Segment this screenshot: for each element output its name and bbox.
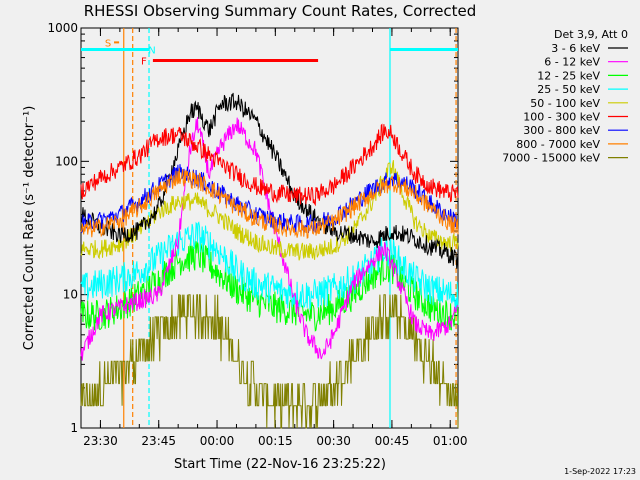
y-tick-label: 1000 [47,21,78,35]
x-tick-label: 23:30 [83,434,118,448]
series-layer [80,92,459,429]
y-tick-label: 100 [55,154,78,168]
x-tick-label: 00:15 [258,434,293,448]
legend-entry-label: 7000 - 15000 keV [502,152,600,165]
legend-entry-label: 6 - 12 keV [544,56,600,69]
series-line-7 [80,168,459,239]
series-line-6 [80,164,459,234]
x-tick-label: 00:45 [375,434,410,448]
y-axis-label: Corrected Count Rate (s⁻¹ detector⁻¹) [22,106,37,351]
x-tick-label: 23:45 [141,434,176,448]
series-line-1 [80,117,459,361]
x-tick-label: 00:00 [200,434,235,448]
series-line-0 [80,92,459,269]
x-tick-label: 00:30 [316,434,351,448]
annotation-label-F: F [141,57,147,68]
series-line-3 [80,221,459,310]
date-stamp: 1-Sep-2022 17:23 [564,467,636,476]
series-line-5 [80,123,459,207]
series-line-4 [80,160,459,261]
legend-entry-label: 300 - 800 keV [523,124,600,137]
y-tick-label: 10 [63,288,78,302]
annotation-layer: S NF [81,38,458,68]
x-axis-label: Start Time (22-Nov-16 23:25:22) [174,457,386,472]
legend-title: Det 3,9, Att 0 [554,28,628,41]
legend-entry-label: 12 - 25 keV [537,69,600,82]
y-tick-label: 1 [70,421,78,435]
annotation-label-N: N [148,45,155,56]
legend-entry-label: 100 - 300 keV [523,111,600,124]
legend-entry-label: 50 - 100 keV [530,97,600,110]
legend-entry-label: 25 - 50 keV [537,83,600,96]
series-line-8 [80,294,459,429]
annotation-label-S: S [105,38,111,49]
legend-entry-label: 800 - 7000 keV [516,138,600,151]
chart-title: RHESSI Observing Summary Count Rates, Co… [84,2,477,20]
x-tick-label: 01:00 [433,434,468,448]
legend-entry-label: 3 - 6 keV [551,42,600,55]
